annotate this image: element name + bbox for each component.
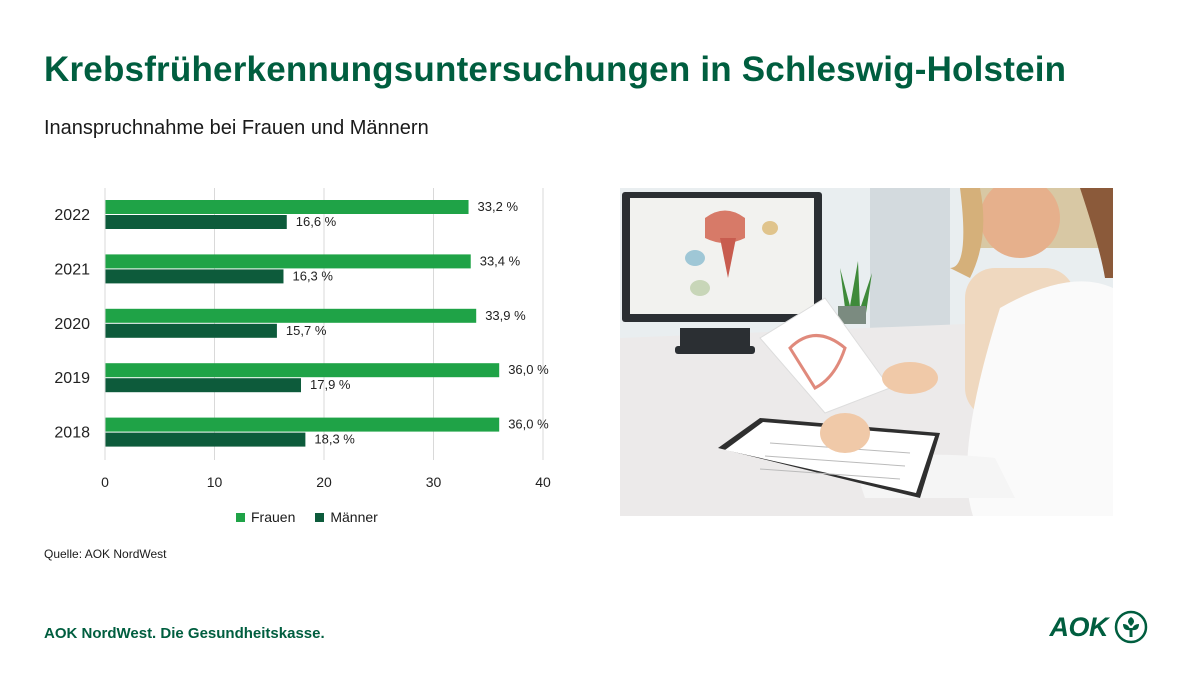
data-label: 16,3 %	[292, 268, 333, 283]
chart-source: Quelle: AOK NordWest	[44, 547, 167, 561]
bar-frauen	[105, 254, 471, 269]
legend-swatch-frauen	[236, 512, 245, 522]
data-label: 33,4 %	[480, 253, 521, 268]
aok-logo: AOK	[1050, 610, 1149, 644]
legend-label-maenner: Männer	[330, 509, 378, 525]
x-tick-label: 30	[426, 474, 442, 490]
x-tick-label: 10	[207, 474, 223, 490]
category-label: 2019	[54, 370, 90, 387]
x-tick-label: 0	[101, 474, 109, 490]
legend-label-frauen: Frauen	[251, 509, 296, 525]
aok-tree-icon	[1114, 610, 1148, 644]
doctor-consultation-photo	[620, 188, 1113, 516]
data-label: 16,6 %	[296, 214, 337, 229]
aok-logo-text: AOK	[1049, 611, 1109, 642]
data-label: 33,2 %	[478, 199, 519, 214]
page-subtitle: Inanspruchnahme bei Frauen und Männern	[44, 117, 429, 139]
data-label: 18,3 %	[314, 432, 355, 447]
bar-frauen	[105, 200, 469, 214]
data-label: 36,0 %	[508, 362, 549, 377]
page-title: Krebsfrüherkennungsuntersuchungen in Sch…	[44, 50, 1067, 89]
category-label: 2018	[54, 425, 90, 442]
bar-frauen	[105, 363, 500, 378]
category-label: 2021	[54, 261, 90, 278]
bar-chart: 0 10 20 30 40 2022 33,2 % 16,6 % 2021 33,4 % 16,3 …	[54, 188, 551, 490]
footer-tagline: AOK NordWest. Die Gesundheitskasse.	[44, 625, 325, 642]
bar-männer	[105, 432, 306, 447]
data-label: 33,9 %	[485, 308, 526, 323]
bar-männer	[105, 269, 284, 284]
x-tick-label: 40	[535, 474, 551, 490]
bar-frauen	[105, 308, 477, 323]
category-label: 2022	[54, 207, 90, 224]
legend-item-maenner: Männer	[315, 509, 378, 525]
data-label: 17,9 %	[310, 377, 351, 392]
legend-swatch-maenner	[315, 512, 325, 522]
data-label: 15,7 %	[286, 323, 327, 338]
legend-item-frauen: Frauen	[236, 509, 295, 525]
bar-männer	[105, 215, 287, 229]
x-tick-label: 20	[316, 474, 332, 490]
bar-frauen	[105, 417, 500, 432]
bar-männer	[105, 378, 302, 393]
category-label: 2020	[54, 316, 90, 333]
bar-männer	[105, 323, 277, 338]
data-label: 36,0 %	[508, 417, 549, 432]
chart-legend: Frauen Männer	[236, 509, 378, 525]
